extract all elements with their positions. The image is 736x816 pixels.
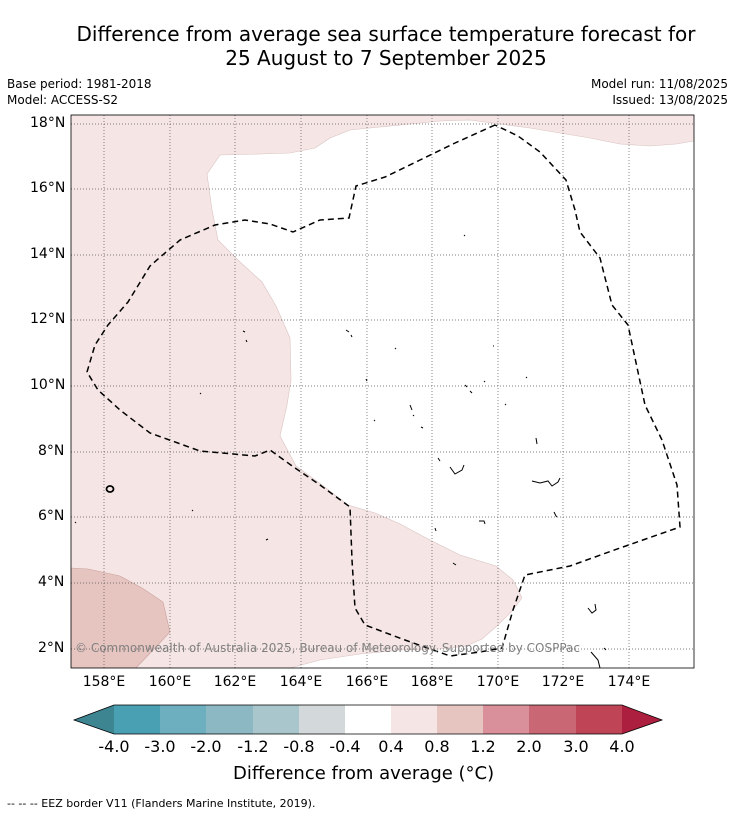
colorbar <box>72 704 664 735</box>
colorbar-segment-7 <box>391 705 437 734</box>
lat-label: 8°N <box>38 443 65 459</box>
gridlines <box>71 115 694 668</box>
colorbar-segment-9 <box>483 705 529 734</box>
eez-legend-note: -- -- -- EEZ border V11 (Flanders Marine… <box>7 797 316 810</box>
colorbar-tick: -3.0 <box>144 737 176 756</box>
colorbar-segment-4 <box>253 705 299 734</box>
colorbar-tick: 2.0 <box>516 737 542 756</box>
colorbar-segment-1 <box>114 705 160 734</box>
lon-label: 160°E <box>148 674 192 690</box>
lon-label: 170°E <box>476 674 520 690</box>
colorbar-arrow-high <box>622 705 662 734</box>
colorbar-segment-8 <box>437 705 483 734</box>
colorbar-tick: 3.0 <box>563 737 589 756</box>
lat-label: 6°N <box>38 508 65 524</box>
colorbar-arrow-low <box>74 705 114 734</box>
colorbar-tick: -2.0 <box>190 737 222 756</box>
colorbar-tick: 4.0 <box>609 737 635 756</box>
model-name: Model: ACCESS-S2 <box>7 93 119 107</box>
anomaly-region-0.4-0.8 <box>71 115 694 668</box>
colorbar-segment-6 <box>345 705 391 734</box>
colorbar-tick: 0.8 <box>424 737 450 756</box>
model-run: Model run: 11/08/2025 <box>590 77 728 91</box>
anomaly-region-0.8-1.2 <box>71 567 171 668</box>
lat-label: 10°N <box>30 377 66 393</box>
base-period: Base period: 1981-2018 <box>7 77 152 91</box>
map-frame <box>70 114 695 669</box>
lon-label: 172°E <box>541 674 585 690</box>
lat-label: 14°N <box>30 246 66 262</box>
eez-border <box>86 124 681 657</box>
copyright-notice: © Commonwealth of Australia 2025, Bureau… <box>75 641 580 655</box>
map-title: Difference from average sea surface temp… <box>0 22 736 70</box>
colorbar-tick: -4.0 <box>98 737 130 756</box>
lon-label: 174°E <box>607 674 651 690</box>
issued-date: Issued: 13/08/2025 <box>612 93 728 107</box>
lon-label: 164°E <box>279 674 323 690</box>
islands <box>74 234 607 668</box>
colorbar-title: Difference from average (°C) <box>233 763 495 784</box>
title-line-2: 25 August to 7 September 2025 <box>225 46 547 70</box>
lat-label: 2°N <box>38 640 65 656</box>
title-line-1: Difference from average sea surface temp… <box>76 22 696 46</box>
lon-label: 158°E <box>82 674 126 690</box>
colorbar-segment-3 <box>206 705 253 734</box>
lon-label: 168°E <box>410 674 454 690</box>
colorbar-segment-2 <box>160 705 206 734</box>
colorbar-tick: -0.8 <box>283 737 315 756</box>
colorbar-tick: 1.2 <box>470 737 496 756</box>
lat-label: 18°N <box>30 115 66 131</box>
lat-label: 12°N <box>30 311 66 327</box>
colorbar-tick: -0.4 <box>329 737 361 756</box>
lon-label: 166°E <box>345 674 389 690</box>
colorbar-outline <box>72 704 664 735</box>
colorbar-segment-11 <box>576 705 622 734</box>
colorbar-segment-5 <box>299 705 345 734</box>
colorbar-tick: -1.2 <box>237 737 269 756</box>
colorbar-tick: 0.4 <box>378 737 404 756</box>
lat-label: 16°N <box>30 180 66 196</box>
meta-left: Base period: 1981-2018 Model: ACCESS-S2 <box>7 76 152 108</box>
lat-label: 4°N <box>38 574 65 590</box>
meta-right: Model run: 11/08/2025 Issued: 13/08/2025 <box>591 76 728 108</box>
colorbar-segment-10 <box>529 705 576 734</box>
map-area <box>71 115 694 668</box>
lon-label: 162°E <box>213 674 257 690</box>
